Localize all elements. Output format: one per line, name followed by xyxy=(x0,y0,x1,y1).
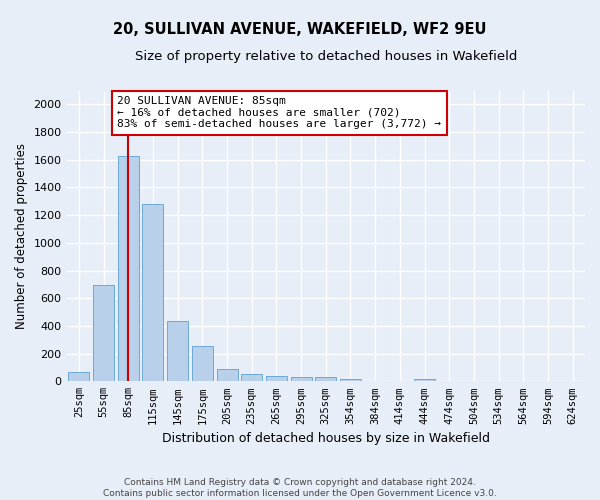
Text: Contains HM Land Registry data © Crown copyright and database right 2024.
Contai: Contains HM Land Registry data © Crown c… xyxy=(103,478,497,498)
Y-axis label: Number of detached properties: Number of detached properties xyxy=(15,143,28,329)
Bar xyxy=(217,369,238,382)
Bar xyxy=(167,321,188,382)
Bar xyxy=(118,156,139,382)
Bar xyxy=(414,379,435,382)
Bar xyxy=(93,285,114,382)
Bar xyxy=(142,204,163,382)
Text: 20 SULLIVAN AVENUE: 85sqm
← 16% of detached houses are smaller (702)
83% of semi: 20 SULLIVAN AVENUE: 85sqm ← 16% of detac… xyxy=(117,96,441,130)
Text: 20, SULLIVAN AVENUE, WAKEFIELD, WF2 9EU: 20, SULLIVAN AVENUE, WAKEFIELD, WF2 9EU xyxy=(113,22,487,38)
Bar xyxy=(192,346,213,382)
Title: Size of property relative to detached houses in Wakefield: Size of property relative to detached ho… xyxy=(134,50,517,63)
Bar xyxy=(315,378,336,382)
Bar xyxy=(266,376,287,382)
Bar xyxy=(241,374,262,382)
X-axis label: Distribution of detached houses by size in Wakefield: Distribution of detached houses by size … xyxy=(162,432,490,445)
Bar xyxy=(68,372,89,382)
Bar xyxy=(290,378,311,382)
Bar xyxy=(340,380,361,382)
